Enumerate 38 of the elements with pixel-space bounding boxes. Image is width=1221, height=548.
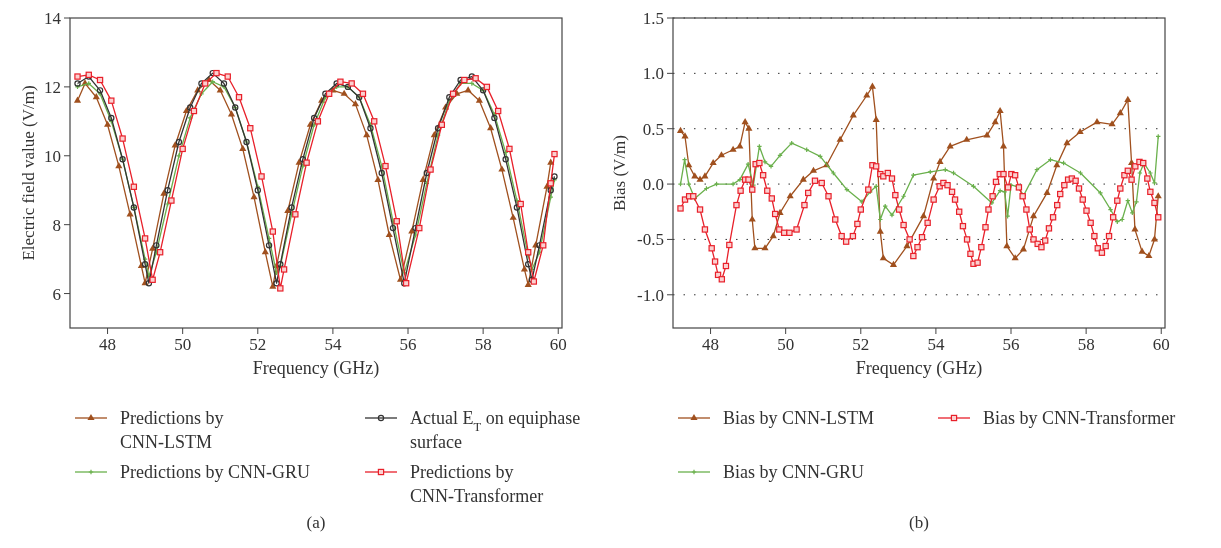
- x-tick-label: 56: [1002, 335, 1020, 354]
- y-tick-label: 10: [44, 146, 61, 166]
- legend-label: Bias by CNN-LSTM: [723, 408, 875, 428]
- x-tick-label: 58: [1077, 335, 1095, 354]
- x-tick-label: 50: [777, 335, 795, 354]
- x-tick-label: 60: [1152, 335, 1170, 354]
- x-tick-label: 60: [549, 335, 567, 354]
- legend-label: Bias by CNN-Transformer: [983, 408, 1176, 428]
- x-tick-label: 56: [399, 335, 417, 354]
- y-axis-title: Electric field value (V/m): [19, 85, 38, 261]
- y-tick-label: -1.0: [637, 285, 664, 305]
- legend-label: Predictions by CNN-GRU: [120, 462, 310, 482]
- y-tick-label: 14: [44, 8, 62, 28]
- x-axis-title: Frequency (GHz): [252, 358, 380, 379]
- y-tick-label: 0.5: [642, 119, 664, 139]
- y-tick-label: 8: [52, 215, 61, 235]
- y-tick-label: 12: [44, 77, 61, 97]
- x-tick-label: 58: [474, 335, 492, 354]
- x-axis-title: Frequency (GHz): [855, 358, 983, 379]
- y-axis-title: Bias (V/m): [610, 134, 629, 212]
- y-tick-label: 6: [52, 284, 61, 304]
- text: Actual E$_{T}$ on equiphase surface: [410, 408, 581, 452]
- x-tick-label: 48: [99, 335, 117, 354]
- x-tick-label: 50: [174, 335, 192, 354]
- x-tick-label: 52: [852, 335, 870, 354]
- x-tick-label: 54: [927, 335, 945, 354]
- text: (b): [909, 513, 929, 532]
- x-tick-label: 54: [324, 335, 342, 354]
- x-tick-label: 52: [249, 335, 267, 354]
- x-tick-label: 48: [702, 335, 720, 354]
- y-tick-label: -0.5: [637, 230, 664, 250]
- y-tick-label: 1.0: [642, 64, 664, 84]
- y-tick-label: 1.5: [642, 8, 664, 28]
- y-tick-label: 0.0: [642, 175, 664, 195]
- legend-label: Predictions by CNN-Transformer: [410, 462, 544, 506]
- text: (a): [306, 513, 326, 532]
- legend-label: Bias by CNN-GRU: [723, 462, 865, 482]
- legend-label: Predictions by CNN-LSTM: [120, 408, 224, 452]
